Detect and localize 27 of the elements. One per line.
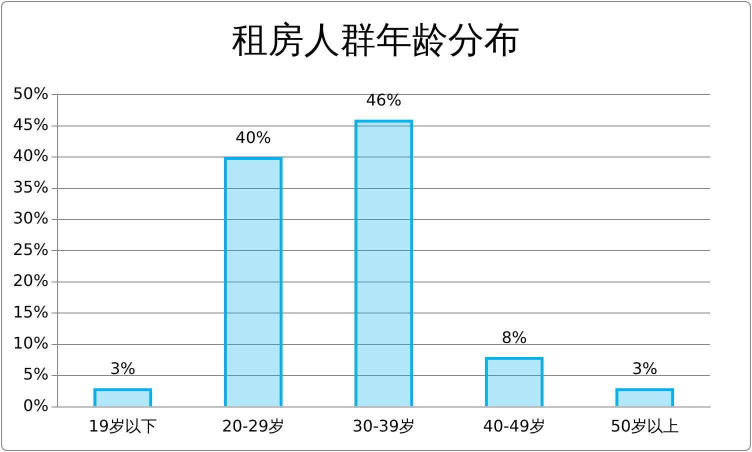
y-tick-label: 45% <box>13 114 49 134</box>
y-tick-label: 15% <box>13 302 49 322</box>
bar <box>354 120 414 406</box>
x-tick-label: 40-49岁 <box>483 416 546 436</box>
data-label: 3% <box>632 359 658 378</box>
bar <box>224 157 283 406</box>
data-label: 3% <box>110 359 136 378</box>
bar <box>615 388 674 406</box>
x-tick-label: 50岁以上 <box>610 416 679 436</box>
data-label: 46% <box>366 90 402 110</box>
x-tick-label: 30-39岁 <box>352 416 416 436</box>
y-tick-label: 30% <box>13 208 49 228</box>
y-tick-label: 10% <box>13 334 49 353</box>
y-tick-label: 40% <box>13 146 49 166</box>
y-tick-label: 50% <box>13 84 49 103</box>
y-tick-label: 25% <box>13 240 49 259</box>
x-tick-label: 20-29岁 <box>222 416 285 436</box>
bar <box>484 356 544 406</box>
x-tick-label: 19岁以下 <box>88 416 157 436</box>
y-tick-label: 5% <box>23 364 49 384</box>
y-tick-label: 20% <box>13 271 49 290</box>
data-label: 8% <box>502 328 527 348</box>
chart-title: 租房人群年龄分布 <box>231 19 521 63</box>
bar <box>93 388 152 406</box>
y-tick-label: 0% <box>23 396 49 415</box>
y-tick-label: 35% <box>13 177 49 196</box>
data-label: 40% <box>236 128 272 148</box>
